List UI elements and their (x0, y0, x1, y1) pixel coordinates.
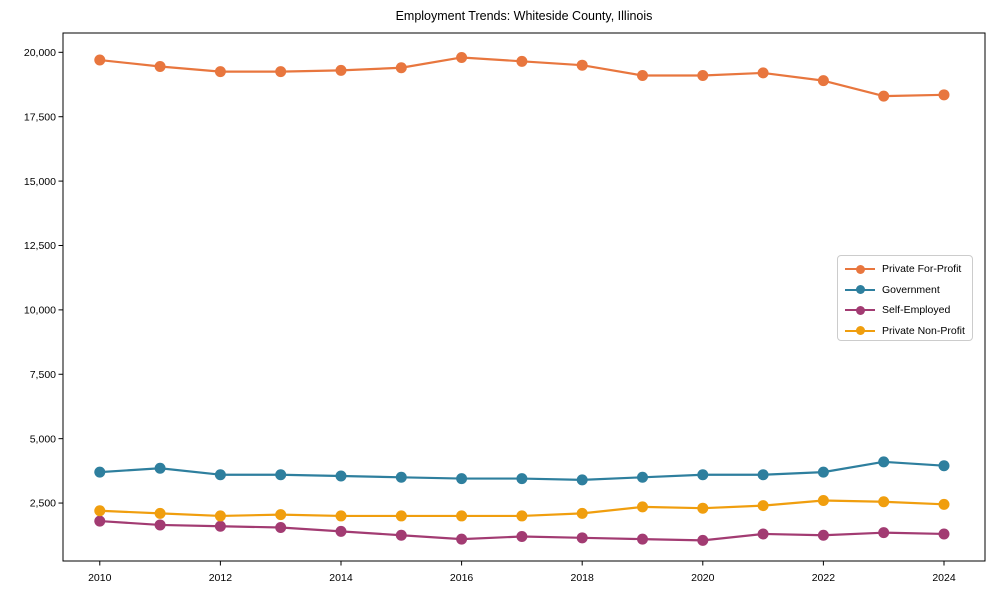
data-point-self-employed-2024 (938, 528, 950, 540)
data-point-government-2011 (154, 462, 166, 474)
legend-line-dot-marker (845, 264, 875, 275)
data-point-private-for-profit-2019 (636, 69, 648, 81)
x-tick-label: 2024 (932, 572, 956, 584)
data-point-private-non-profit-2019 (636, 501, 648, 513)
series-private-non-profit (94, 494, 950, 522)
legend-line-dot-marker (845, 305, 875, 316)
data-point-self-employed-2011 (154, 519, 166, 531)
data-point-government-2024 (938, 460, 950, 472)
data-point-government-2014 (335, 470, 347, 482)
data-point-private-for-profit-2015 (395, 62, 407, 74)
legend-line-dot-marker (845, 325, 875, 336)
series-government (94, 456, 950, 486)
data-point-private-non-profit-2016 (456, 510, 468, 522)
data-point-self-employed-2015 (395, 529, 407, 541)
data-point-private-non-profit-2017 (516, 510, 528, 522)
data-point-private-for-profit-2014 (335, 64, 347, 76)
x-tick-label: 2010 (88, 572, 112, 584)
y-tick-label: 2,500 (30, 498, 56, 510)
data-point-government-2019 (636, 471, 648, 483)
data-point-private-for-profit-2016 (456, 51, 468, 63)
series-private-for-profit (94, 51, 950, 102)
data-point-government-2021 (757, 469, 769, 481)
chart-legend: Private For-Profit Government Self-Employe… (837, 255, 973, 341)
chart-title: Employment Trends: Whiteside County, Ill… (395, 9, 653, 23)
legend-label: Private Non-Profit (882, 324, 965, 337)
data-point-government-2017 (516, 473, 528, 485)
data-point-private-for-profit-2022 (817, 75, 829, 87)
data-point-private-for-profit-2020 (697, 69, 709, 81)
legend-label: Self-Employed (882, 304, 951, 317)
x-tick-label: 2018 (571, 572, 595, 584)
data-point-private-for-profit-2013 (275, 66, 287, 78)
y-axis: 2,500 5,000 7,500 10,000 12,500 15,000 17,500 2… (24, 47, 63, 510)
legend-label: Government (882, 283, 940, 296)
data-point-self-employed-2021 (757, 528, 769, 540)
data-point-self-employed-2013 (275, 522, 287, 534)
data-point-private-non-profit-2024 (938, 498, 950, 510)
data-point-private-for-profit-2010 (94, 54, 106, 66)
data-point-private-non-profit-2018 (576, 507, 588, 519)
data-point-private-for-profit-2017 (516, 55, 528, 67)
data-point-government-2018 (576, 474, 588, 486)
data-point-self-employed-2016 (456, 533, 468, 545)
data-point-private-for-profit-2021 (757, 67, 769, 79)
data-point-self-employed-2017 (516, 531, 528, 543)
data-point-government-2023 (878, 456, 890, 468)
data-point-private-for-profit-2018 (576, 59, 588, 71)
x-tick-label: 2020 (691, 572, 715, 584)
data-point-private-non-profit-2013 (275, 509, 287, 521)
data-point-self-employed-2010 (94, 515, 106, 527)
data-point-private-non-profit-2021 (757, 500, 769, 512)
legend-item-self-employed: Self-Employed (845, 300, 972, 321)
data-point-private-for-profit-2012 (214, 66, 226, 78)
data-point-government-2020 (697, 469, 709, 481)
x-axis: 2010 2012 2014 2016 2018 2020 2022 2024 (88, 561, 956, 584)
data-point-private-non-profit-2011 (154, 507, 166, 519)
data-point-self-employed-2020 (697, 534, 709, 546)
legend-item-government: Government (845, 280, 972, 301)
legend-line-dot-marker (845, 284, 875, 295)
data-point-private-non-profit-2020 (697, 502, 709, 514)
legend-item-private-for-profit: Private For-Profit (845, 259, 972, 280)
data-point-private-for-profit-2011 (154, 60, 166, 72)
x-tick-label: 2022 (812, 572, 836, 584)
y-tick-label: 17,500 (24, 111, 56, 123)
data-point-private-for-profit-2024 (938, 89, 950, 101)
data-point-private-non-profit-2010 (94, 505, 106, 517)
data-point-private-non-profit-2012 (214, 510, 226, 522)
y-tick-label: 15,000 (24, 176, 56, 188)
axes-box (62, 32, 986, 562)
y-tick-label: 10,000 (24, 305, 56, 317)
legend-item-private-non-profit: Private Non-Profit (845, 321, 972, 342)
y-tick-label: 5,000 (30, 433, 56, 445)
data-point-private-for-profit-2023 (878, 90, 890, 102)
data-point-government-2015 (395, 471, 407, 483)
data-point-self-employed-2014 (335, 525, 347, 537)
data-point-self-employed-2022 (817, 529, 829, 541)
data-point-government-2016 (456, 473, 468, 485)
data-point-private-non-profit-2014 (335, 510, 347, 522)
data-point-self-employed-2023 (878, 527, 890, 539)
y-tick-label: 12,500 (24, 240, 56, 252)
data-point-private-non-profit-2023 (878, 496, 890, 508)
data-point-government-2013 (275, 469, 287, 481)
data-point-self-employed-2018 (576, 532, 588, 544)
y-tick-label: 20,000 (24, 47, 56, 59)
data-point-government-2022 (817, 466, 829, 478)
data-point-government-2012 (214, 469, 226, 481)
data-point-self-employed-2012 (214, 520, 226, 532)
data-point-self-employed-2019 (636, 533, 648, 545)
data-point-government-2010 (94, 466, 106, 478)
data-point-private-non-profit-2022 (817, 494, 829, 506)
y-tick-label: 7,500 (30, 369, 56, 381)
x-tick-label: 2016 (450, 572, 474, 584)
x-tick-label: 2014 (329, 572, 353, 584)
data-point-private-non-profit-2015 (395, 510, 407, 522)
legend-label: Private For-Profit (882, 263, 962, 276)
x-tick-label: 2012 (209, 572, 233, 584)
series-self-employed (94, 515, 950, 546)
